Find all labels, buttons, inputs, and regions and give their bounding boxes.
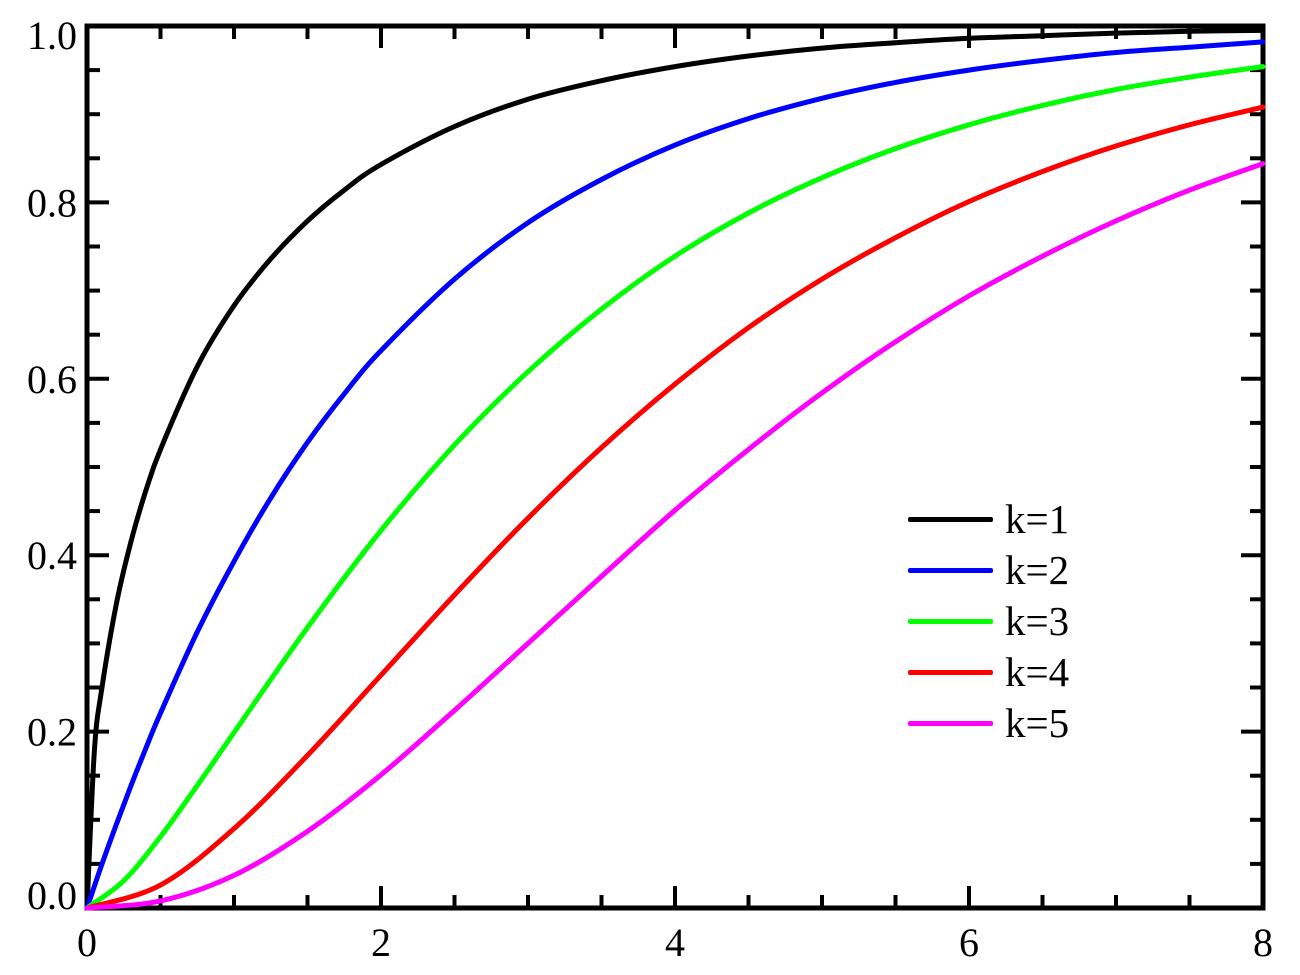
series-line-k3 — [84, 64, 1266, 911]
x-tick-label: 2 — [371, 920, 391, 965]
x-tick-label: 0 — [77, 920, 97, 965]
y-tick-label: 0.2 — [27, 710, 77, 755]
y-tick-label: 1.0 — [27, 13, 77, 58]
y-tick-label: 0.4 — [27, 533, 77, 578]
series-line-k2 — [84, 39, 1266, 911]
y-tick-label: 0.8 — [27, 180, 77, 225]
y-tick-label: 0.0 — [27, 873, 77, 918]
plot-frame — [84, 23, 1266, 911]
series-line-k1 — [84, 27, 1266, 911]
y-tick-label: 0.6 — [27, 357, 77, 402]
x-tick-label: 4 — [665, 920, 685, 965]
x-tick-label: 8 — [1253, 920, 1273, 965]
series-line-k4 — [84, 104, 1266, 911]
series-line-k5 — [84, 161, 1266, 911]
x-tick-label: 6 — [959, 920, 979, 965]
